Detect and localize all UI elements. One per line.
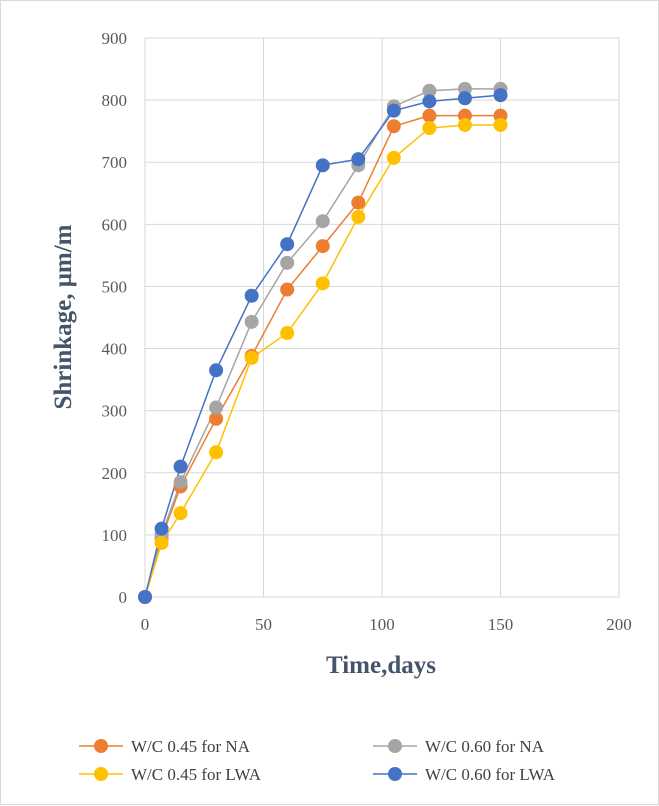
data-point-series-3 [457,91,472,106]
y-tick-label: 900 [102,29,128,48]
x-axis-ticks: 0 50 100 150 200 [141,615,632,634]
data-point-series-3 [138,590,152,604]
legend-item-0: W/C 0.45 for NA [79,737,251,756]
y-axis-title: Shrinkage, μm/m [50,224,77,409]
y-axis-ticks: 0 100 200 300 400 500 600 700 800 900 [102,29,128,607]
y-tick-label: 400 [102,340,128,359]
y-tick-label: 700 [102,153,128,172]
x-tick-label: 200 [606,615,632,634]
legend: W/C 0.45 for NA W/C 0.60 for NA W/C 0.45 f… [79,737,556,784]
data-point-series-2 [315,276,330,291]
data-point-series-2 [209,445,224,460]
data-point-series-3 [154,521,169,536]
x-axis-title: Time,days [326,652,436,679]
y-tick-label: 800 [102,91,128,110]
legend-item-3: W/C 0.60 for LWA [373,765,556,784]
data-point-series-2 [280,326,295,341]
data-point-series-0 [209,411,224,426]
y-tick-label: 100 [102,526,128,545]
data-point-series-2 [173,506,188,521]
y-tick-label: 500 [102,277,128,296]
legend-marker [388,767,402,781]
data-point-series-2 [422,121,437,136]
data-point-series-1 [315,214,330,229]
grid-lines [144,37,620,598]
legend-item-1: W/C 0.60 for NA [373,737,545,756]
data-point-series-1 [209,400,224,415]
y-tick-label: 200 [102,464,128,483]
legend-marker [94,739,108,753]
legend-marker [94,767,108,781]
data-point-series-3 [422,94,437,109]
legend-label: W/C 0.60 for NA [425,737,545,756]
data-point-series-1 [173,475,188,490]
x-tick-label: 100 [369,615,395,634]
x-tick-label: 50 [255,615,272,634]
y-tick-label: 600 [102,215,128,234]
data-point-series-0 [280,282,295,297]
data-point-series-0 [422,108,437,123]
legend-marker [388,739,402,753]
x-tick-label: 0 [141,615,150,634]
data-point-series-3 [280,237,295,252]
series-points [138,81,508,604]
legend-label: W/C 0.45 for LWA [131,765,262,784]
data-point-series-3 [209,363,224,378]
data-point-series-3 [493,88,508,103]
legend-label: W/C 0.60 for LWA [425,765,556,784]
series-line-2 [144,124,501,598]
data-point-series-2 [244,350,259,365]
data-point-series-2 [493,117,508,132]
data-point-series-3 [244,288,259,303]
data-point-series-2 [154,535,169,550]
x-tick-label: 150 [488,615,514,634]
data-point-series-1 [244,314,259,329]
series-line-0 [144,114,501,598]
data-point-series-1 [280,255,295,270]
data-point-series-3 [173,459,188,474]
y-tick-label: 300 [102,402,128,421]
y-tick-label: 0 [119,588,128,607]
data-point-series-3 [315,158,330,173]
data-point-series-3 [386,103,401,118]
legend-label: W/C 0.45 for NA [131,737,251,756]
data-point-series-3 [351,152,366,167]
legend-item-2: W/C 0.45 for LWA [79,765,262,784]
data-point-series-0 [386,119,401,134]
data-point-series-2 [386,150,401,165]
data-point-series-1 [422,83,437,98]
data-point-series-2 [457,117,472,132]
data-point-series-2 [351,209,366,224]
data-point-series-0 [351,195,366,210]
data-point-series-0 [315,239,330,254]
